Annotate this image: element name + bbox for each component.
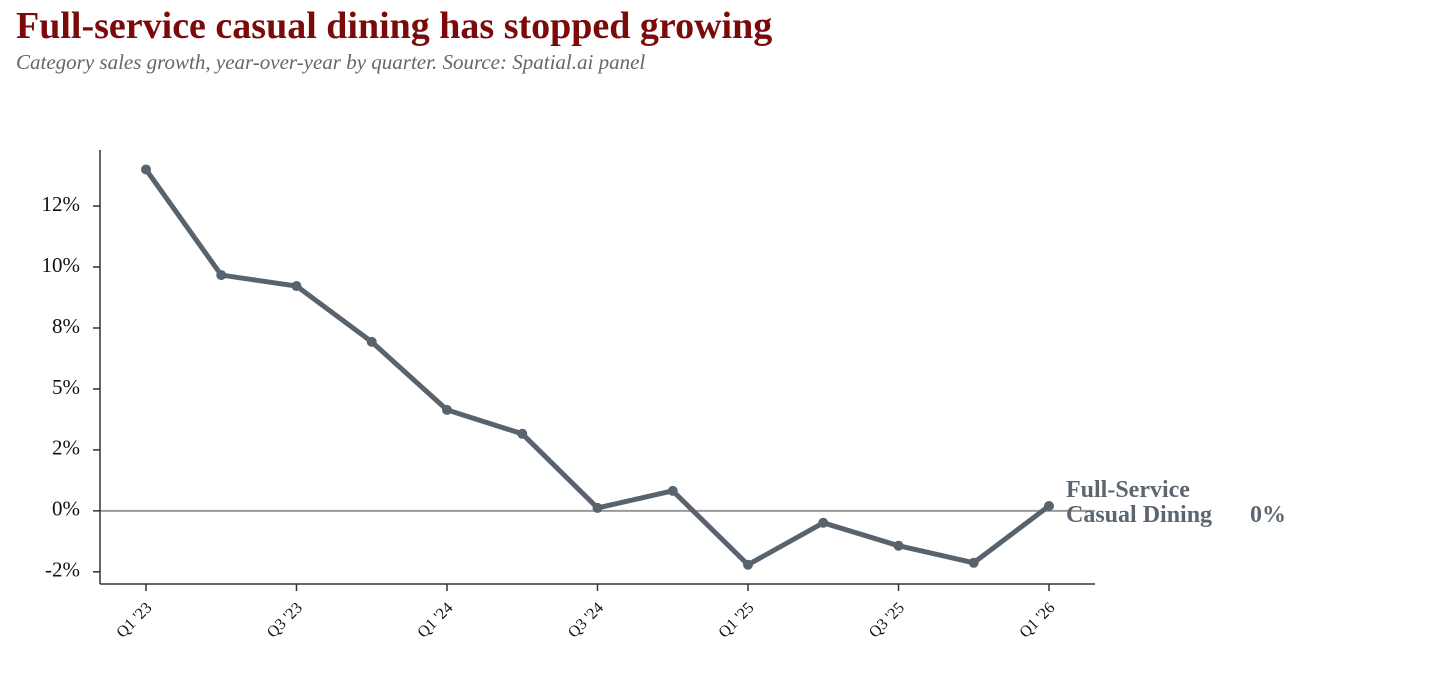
point — [216, 270, 227, 281]
point — [818, 517, 829, 528]
y-tick-label: 12% — [42, 192, 81, 216]
point — [592, 502, 603, 513]
point — [291, 281, 302, 292]
point — [743, 559, 753, 570]
point — [442, 404, 452, 415]
x-tick-label: Q1 '25 — [715, 599, 757, 641]
series-label: Full-Service Casual Dining — [1066, 477, 1213, 528]
point — [141, 164, 151, 175]
chart-title: Full-service casual dining has stopped g… — [16, 5, 773, 47]
point — [968, 557, 979, 568]
y-tick-label: 0% — [52, 497, 80, 521]
x-tick-label: Q3 '25 — [866, 599, 908, 641]
x-tick-label: Q3 '24 — [565, 599, 607, 641]
point — [893, 540, 904, 551]
x-tick-label: Q3 '23 — [264, 599, 306, 641]
y-tick-label: 10% — [42, 253, 81, 277]
y-tick-label: -2% — [45, 558, 80, 582]
point — [517, 428, 528, 439]
point — [1044, 500, 1054, 511]
value-label: 0% — [1250, 502, 1286, 528]
point — [366, 336, 377, 347]
x-tick-label: Q1 '23 — [113, 599, 155, 641]
x-tick-label: Q1 '24 — [414, 599, 456, 641]
point — [667, 485, 678, 496]
y-tick-label: 8% — [52, 314, 80, 338]
chart-subtitle: Category sales growth, year-over-year by… — [16, 50, 646, 74]
y-tick-label: 2% — [52, 436, 80, 460]
x-tick-label: Q1 '26 — [1016, 599, 1058, 641]
y-tick-label: 5% — [52, 375, 80, 399]
